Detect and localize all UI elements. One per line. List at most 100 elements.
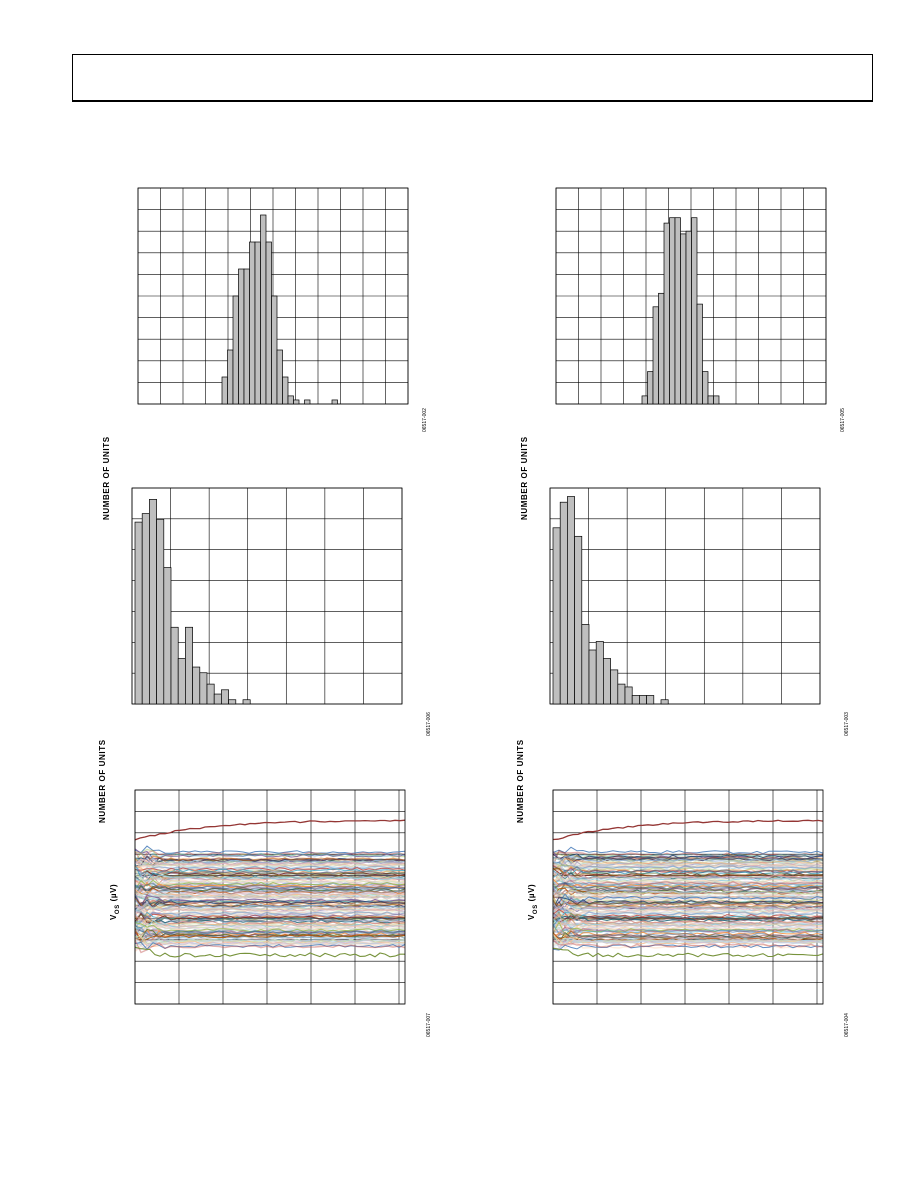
trace-line [552,896,824,906]
histogram-bar [293,399,300,405]
drift-chart-2: VOS (µV) 06517-004 [527,789,850,1037]
plot-frame [131,487,403,705]
trace-line [134,941,406,950]
trace-line [552,928,824,940]
trace-line [134,889,406,897]
histogram-bar [271,295,278,405]
trace-line [552,944,824,951]
histogram-chart-2: NUMBER OF UNITS 06517-005 [520,187,846,520]
histogram-bar [243,268,250,405]
trace-line [552,846,824,855]
trace-line-outlier [134,946,405,958]
trace-line [552,926,824,935]
trace-band [552,819,824,958]
histogram-bar [192,666,201,705]
y-axis-label: NUMBER OF UNITS [98,739,107,823]
drift-chart-1: VOS (µV) 06517-007 [109,789,432,1037]
histogram-bar [221,689,229,705]
trace-line [552,939,824,948]
trace-line [552,879,824,889]
trace-line [552,899,824,910]
trace-line [553,861,824,870]
trace-line [134,911,406,920]
trace-line [552,898,824,912]
trace-line [552,934,824,945]
trace-line [134,892,406,904]
histogram-bar [652,306,659,405]
y-axis-label: NUMBER OF UNITS [520,436,529,520]
trace-line [134,893,406,902]
trace-line [552,868,824,876]
trace-line [134,884,406,896]
trace-line [134,929,406,942]
trace-line [134,871,406,882]
trace-line [552,939,824,950]
trace-line [134,926,406,940]
trace-line [134,881,406,894]
trace-line [552,885,824,900]
trace-line [134,905,406,915]
histogram-bar [249,241,256,405]
trace-line [552,918,824,929]
trace-line [552,853,824,865]
histogram-bar [631,695,640,705]
trace-line [552,887,824,897]
plot-frame [549,487,821,705]
trace-line [134,928,406,939]
trace-line [134,909,406,919]
trace-line [552,857,824,871]
trace-line [134,941,406,950]
y-axis-label: NUMBER OF UNITS [102,436,111,520]
trace-line [552,890,824,900]
trace-line [552,859,824,869]
trace-line [134,857,406,866]
histogram-bar [595,641,604,705]
trace-line [134,887,406,896]
trace-line [552,920,824,933]
histogram-bar [304,399,311,405]
trace-line [134,851,406,863]
histogram-chart-3: NUMBER OF UNITS 06517-006 [98,487,432,823]
trace-line [134,845,406,855]
histogram-bar [624,686,633,705]
trace-line [134,937,406,947]
drift-panel-2: VOS (µV) 06517-004 [518,780,858,1045]
trace-line [552,882,824,889]
trace-line [552,881,823,889]
histogram-bar [610,669,619,705]
trace-line [552,896,824,911]
histogram-bar [232,295,239,405]
trace-line-outlier [134,819,406,841]
trace-line [134,905,406,920]
trace-line [134,865,406,877]
trace-line [134,870,406,882]
histogram-bar [713,395,720,405]
trace-line [552,892,824,899]
plot-frame [552,789,824,1005]
y-axis-label: VOS (µV) [109,884,121,920]
trace-line [134,910,406,919]
trace-line [134,934,406,943]
trace-line [552,906,824,916]
histogram-bar [702,371,709,405]
trace-line [552,859,824,868]
trace-line [552,921,824,930]
trace-line [552,932,824,942]
trace-line [552,905,824,912]
trace-line [134,887,406,901]
histogram-panel-4: NUMBER OF UNITS 06517-003 [514,480,854,823]
trace-line [552,853,824,861]
trace-line [134,928,406,944]
histogram-bar [185,626,193,705]
histogram-bar [331,399,338,405]
trace-line [134,939,406,954]
trace-line [552,884,824,895]
trace-line [552,931,824,944]
trace-line [552,905,824,920]
trace-line [134,912,406,922]
trace-line [552,879,824,889]
trace-line [552,910,824,919]
trace-line [134,902,406,917]
trace-line [552,868,824,877]
trace-line [552,858,824,875]
